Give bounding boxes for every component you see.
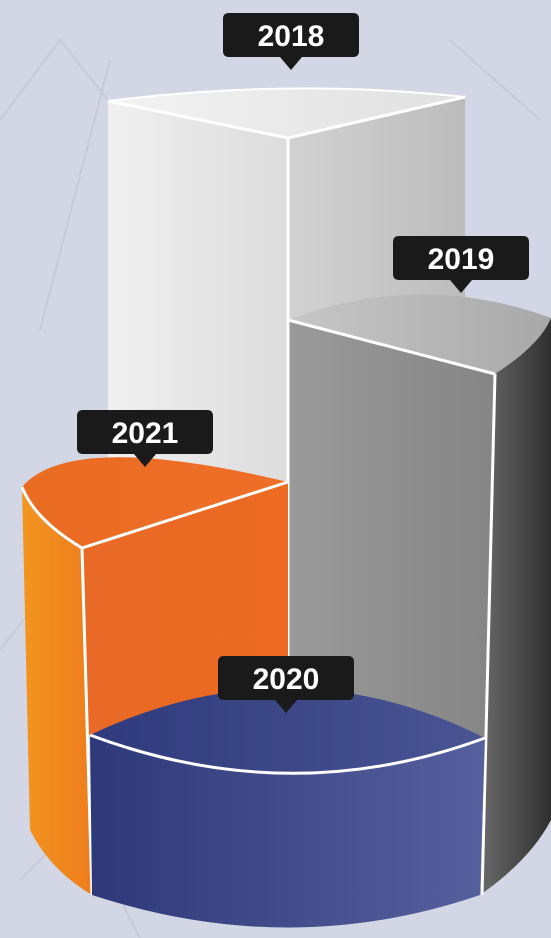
label-2020-text: 2020 [253,663,320,696]
label-2018-box [223,13,359,70]
label-2018-text: 2018 [258,20,325,53]
bar-2019 [286,294,551,896]
label-2020-box [218,656,354,713]
bar-2020-top-face [90,688,485,774]
label-2021-box [77,410,213,467]
bar-2019-top-face [288,294,551,374]
bar-2021-top-face [22,457,288,548]
bar-2018-top-face [107,87,466,140]
label-2019-box [393,236,529,293]
bar-2020-front-face [90,735,485,928]
label-2019-text: 2019 [428,243,495,276]
label-2018: 2018 [223,13,359,70]
label-2020: 2020 [218,656,354,713]
bar-2019-side-face [480,318,551,895]
bar-2021-side-face [22,487,92,895]
label-2019: 2019 [393,236,529,293]
bar-2020 [89,688,486,928]
label-2021-text: 2021 [112,417,179,450]
label-2021: 2021 [77,410,213,467]
bar-2019-front-face [288,320,495,738]
